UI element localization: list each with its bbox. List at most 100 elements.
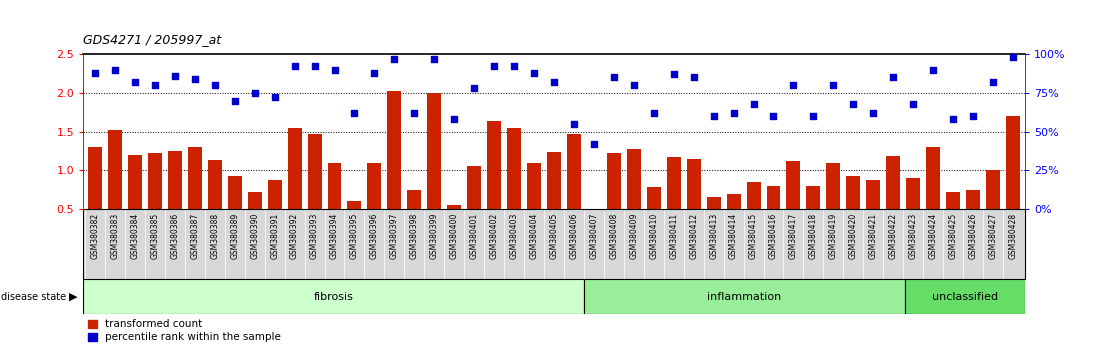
Bar xyxy=(308,134,321,209)
Bar xyxy=(847,176,860,209)
Bar xyxy=(408,190,421,209)
Bar xyxy=(584,279,904,314)
Text: GSM380423: GSM380423 xyxy=(909,212,917,259)
Text: GSM380428: GSM380428 xyxy=(1008,212,1017,259)
Bar xyxy=(986,170,999,209)
Bar xyxy=(687,159,700,209)
Bar xyxy=(866,179,880,209)
Point xyxy=(406,110,423,116)
Bar xyxy=(488,121,501,209)
Text: ▶: ▶ xyxy=(69,291,78,302)
Point xyxy=(804,113,822,119)
Text: GSM380393: GSM380393 xyxy=(310,212,319,259)
Point xyxy=(346,110,363,116)
Bar xyxy=(288,128,301,209)
Point xyxy=(844,101,862,107)
Bar xyxy=(886,156,900,209)
Point xyxy=(505,64,523,69)
Bar xyxy=(248,192,261,209)
Text: GSM380410: GSM380410 xyxy=(649,212,658,259)
Text: GSM380426: GSM380426 xyxy=(968,212,977,259)
Bar xyxy=(368,162,381,209)
Text: GSM380409: GSM380409 xyxy=(629,212,638,259)
Bar xyxy=(109,130,122,209)
Point xyxy=(1004,54,1022,60)
Point xyxy=(585,141,603,147)
Point xyxy=(86,70,104,75)
Point xyxy=(605,74,623,80)
Bar xyxy=(926,147,940,209)
Point xyxy=(545,79,563,85)
Text: GSM380388: GSM380388 xyxy=(211,212,219,259)
Point xyxy=(904,101,922,107)
Point xyxy=(685,74,702,80)
Point xyxy=(266,95,284,100)
Text: GSM380413: GSM380413 xyxy=(709,212,718,259)
Bar xyxy=(787,161,800,209)
Text: GSM380427: GSM380427 xyxy=(988,212,997,259)
Text: GSM380418: GSM380418 xyxy=(809,212,818,259)
Text: GSM380385: GSM380385 xyxy=(151,212,160,259)
Point xyxy=(286,64,304,69)
Text: GSM380399: GSM380399 xyxy=(430,212,439,259)
Bar xyxy=(567,134,581,209)
Text: GSM380422: GSM380422 xyxy=(889,212,897,259)
Text: GSM380404: GSM380404 xyxy=(530,212,538,259)
Bar xyxy=(607,153,620,209)
Bar xyxy=(388,91,401,209)
Bar xyxy=(328,162,341,209)
Text: GSM380421: GSM380421 xyxy=(869,212,878,259)
Point xyxy=(984,79,1002,85)
Bar xyxy=(228,176,242,209)
Point xyxy=(565,121,583,127)
Bar xyxy=(966,190,979,209)
Bar xyxy=(507,128,521,209)
Bar xyxy=(827,162,840,209)
Point xyxy=(146,82,164,88)
Point xyxy=(525,70,543,75)
Bar xyxy=(727,194,740,209)
Bar xyxy=(647,187,660,209)
Point xyxy=(366,70,383,75)
Text: inflammation: inflammation xyxy=(707,291,781,302)
Bar xyxy=(89,147,102,209)
Text: GSM380414: GSM380414 xyxy=(729,212,738,259)
Point xyxy=(705,113,722,119)
Text: GSM380416: GSM380416 xyxy=(769,212,778,259)
Text: GSM380411: GSM380411 xyxy=(669,212,678,259)
Text: GSM380397: GSM380397 xyxy=(390,212,399,259)
Point xyxy=(485,64,503,69)
Text: GSM380420: GSM380420 xyxy=(849,212,858,259)
Bar xyxy=(527,162,541,209)
Text: fibrosis: fibrosis xyxy=(314,291,353,302)
Bar xyxy=(208,160,222,209)
Text: GSM380394: GSM380394 xyxy=(330,212,339,259)
Text: GSM380383: GSM380383 xyxy=(111,212,120,259)
Text: GSM380390: GSM380390 xyxy=(250,212,259,259)
Bar xyxy=(448,205,461,209)
Point xyxy=(784,82,802,88)
Bar xyxy=(747,182,760,209)
Bar xyxy=(129,155,142,209)
Point xyxy=(625,82,643,88)
Text: GSM380401: GSM380401 xyxy=(470,212,479,259)
Point xyxy=(964,113,982,119)
Point xyxy=(745,101,762,107)
Point xyxy=(106,67,124,72)
Point xyxy=(326,67,343,72)
Bar xyxy=(904,279,1025,314)
Text: GSM380412: GSM380412 xyxy=(689,212,698,259)
Text: GSM380395: GSM380395 xyxy=(350,212,359,259)
Point xyxy=(425,56,443,62)
Text: GSM380384: GSM380384 xyxy=(131,212,140,259)
Point xyxy=(944,116,962,122)
Bar xyxy=(83,279,584,314)
Point xyxy=(206,82,224,88)
Point xyxy=(665,71,683,77)
Text: GSM380417: GSM380417 xyxy=(789,212,798,259)
Bar xyxy=(1006,116,1019,209)
Point xyxy=(645,110,663,116)
Text: GSM380425: GSM380425 xyxy=(948,212,957,259)
Text: GSM380391: GSM380391 xyxy=(270,212,279,259)
Point xyxy=(186,76,204,82)
